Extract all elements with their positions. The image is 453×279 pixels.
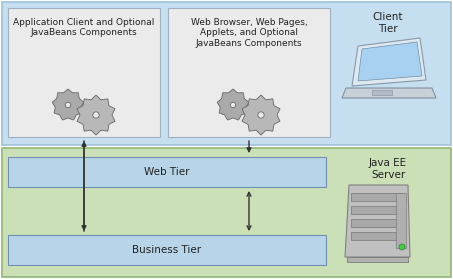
Polygon shape	[52, 89, 84, 120]
Text: Client
Tier: Client Tier	[373, 12, 403, 33]
Polygon shape	[352, 38, 426, 86]
Polygon shape	[242, 95, 280, 135]
Circle shape	[258, 112, 264, 118]
Bar	[2, 148, 451, 277]
Polygon shape	[345, 185, 410, 257]
Bar	[8, 157, 326, 187]
Circle shape	[399, 244, 405, 250]
Bar	[351, 193, 402, 201]
Bar	[372, 90, 392, 95]
Polygon shape	[77, 95, 115, 135]
Polygon shape	[342, 88, 436, 98]
Text: Application Client and Optional
JavaBeans Components: Application Client and Optional JavaBean…	[13, 18, 154, 37]
Bar	[8, 235, 326, 265]
Bar	[351, 219, 402, 227]
Bar	[8, 8, 160, 137]
Text: Web Browser, Web Pages,
Applets, and Optional
JavaBeans Components: Web Browser, Web Pages, Applets, and Opt…	[191, 18, 307, 48]
Text: Web Tier: Web Tier	[144, 167, 190, 177]
Text: Business Tier: Business Tier	[132, 245, 202, 255]
Bar	[2, 2, 451, 145]
Text: Java EE
Server: Java EE Server	[369, 158, 407, 180]
Circle shape	[230, 102, 236, 108]
Circle shape	[65, 102, 71, 108]
Polygon shape	[217, 89, 249, 120]
Bar	[168, 8, 330, 137]
Bar	[396, 193, 406, 248]
Circle shape	[93, 112, 99, 118]
Bar	[351, 206, 402, 214]
Polygon shape	[358, 42, 422, 81]
Bar	[351, 232, 402, 240]
Bar	[347, 257, 408, 262]
